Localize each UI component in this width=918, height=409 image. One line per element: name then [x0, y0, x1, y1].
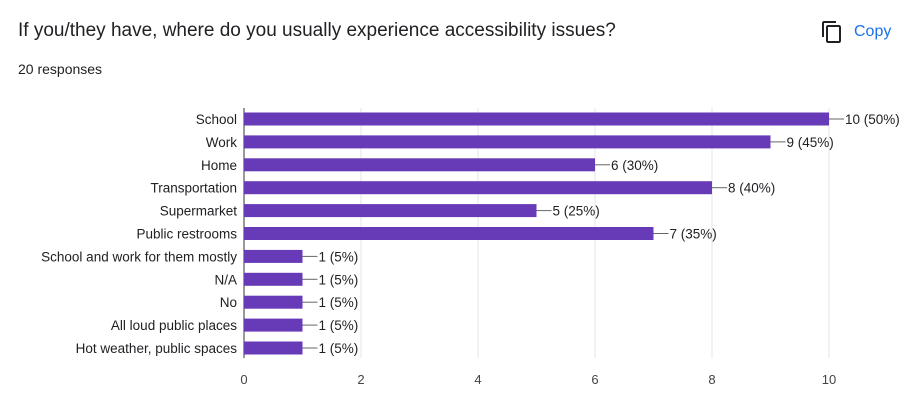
category-label: Transportation: [150, 181, 237, 196]
bar[interactable]: [244, 204, 537, 218]
category-label: Supermarket: [160, 204, 238, 219]
data-label: 1 (5%): [319, 341, 359, 356]
data-label: 1 (5%): [319, 272, 359, 287]
x-tick-label: 10: [822, 372, 836, 387]
category-label: School and work for them mostly: [41, 249, 237, 264]
bar[interactable]: [244, 341, 303, 355]
data-label: 10 (50%): [845, 112, 900, 127]
x-tick-label: 8: [708, 372, 715, 387]
data-label: 7 (35%): [670, 227, 717, 242]
question-title: If you/they have, where do you usually e…: [18, 20, 616, 41]
category-label: Hot weather, public spaces: [76, 341, 238, 356]
bar[interactable]: [244, 135, 771, 149]
x-tick-label: 6: [591, 372, 598, 387]
copy-label: Copy: [854, 23, 892, 40]
x-tick-label: 4: [474, 372, 481, 387]
category-label: Public restrooms: [136, 227, 237, 242]
bar[interactable]: [244, 227, 654, 240]
x-tick-label: 2: [357, 372, 364, 387]
data-label: 1 (5%): [319, 318, 359, 333]
bar[interactable]: [244, 318, 303, 332]
data-label: 9 (45%): [787, 135, 834, 150]
category-label: No: [220, 295, 237, 310]
bar-layer: [244, 112, 829, 355]
x-tick-label: 0: [240, 372, 247, 387]
bar[interactable]: [244, 181, 712, 195]
data-label: 1 (5%): [319, 249, 359, 264]
data-label: 8 (40%): [728, 181, 775, 196]
copy-icon: [822, 21, 841, 43]
category-label: Work: [206, 135, 238, 150]
label-layer: 0 2 4 6 8 10 School 10 (50%) Work 9 (45%) Home 6 (3…: [41, 112, 900, 387]
category-label: N/A: [214, 272, 237, 287]
data-label: 5 (25%): [553, 204, 600, 219]
bar[interactable]: [244, 249, 303, 263]
bar[interactable]: [244, 112, 829, 126]
bar[interactable]: [244, 272, 303, 286]
category-label: Home: [201, 158, 237, 173]
category-label: All loud public places: [111, 318, 237, 333]
copy-button[interactable]: Copy: [814, 14, 897, 50]
bar[interactable]: [244, 158, 595, 172]
data-label: 6 (30%): [611, 158, 658, 173]
category-label: School: [196, 112, 237, 127]
data-label: 1 (5%): [319, 295, 359, 310]
bar[interactable]: [244, 295, 303, 309]
response-count: 20 responses: [18, 61, 103, 77]
